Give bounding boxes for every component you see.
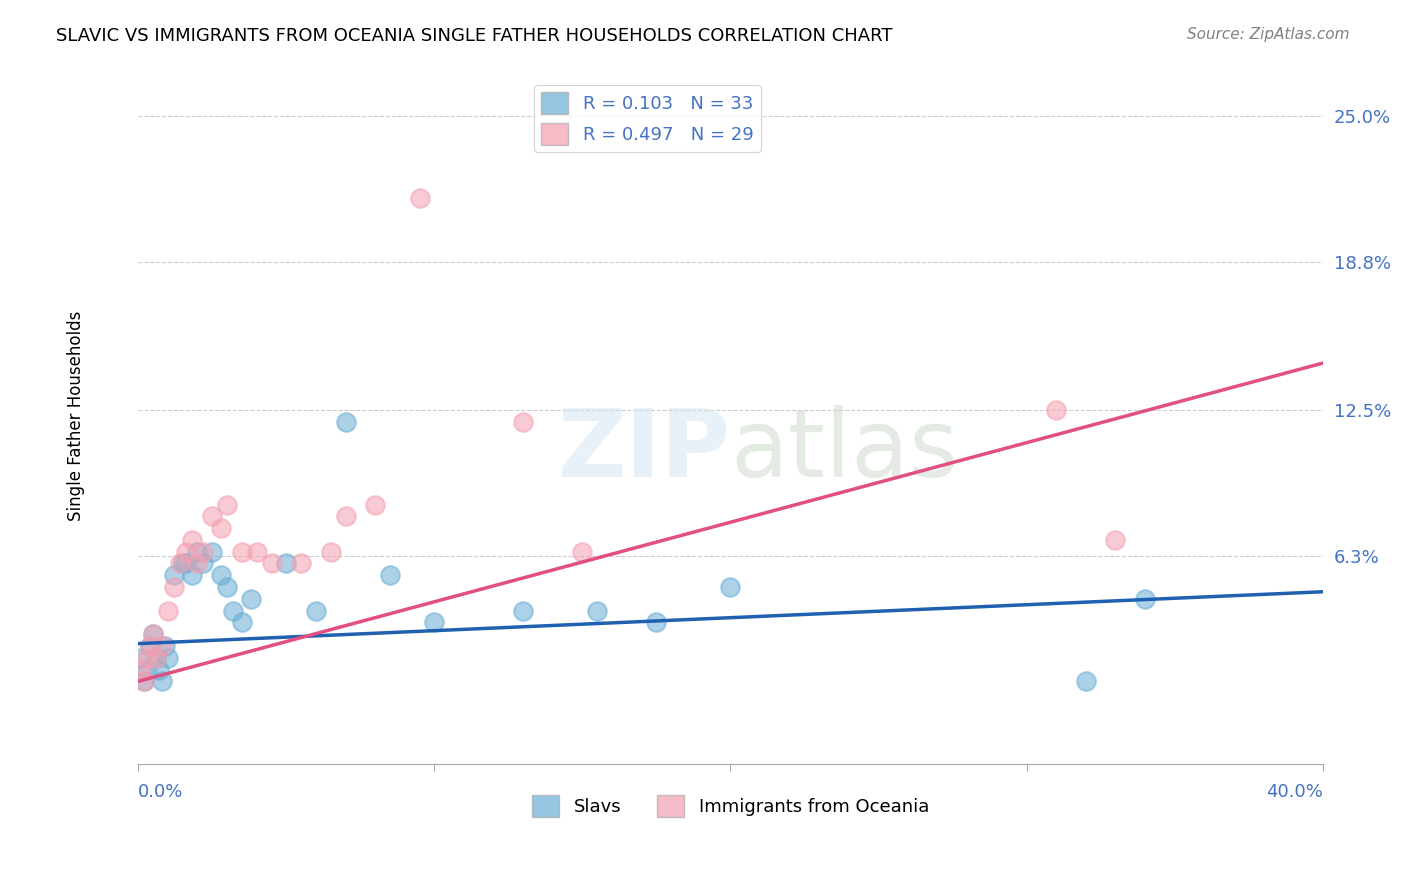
Point — [276, 557, 298, 571]
Point — [335, 509, 357, 524]
Text: 0.0%: 0.0% — [138, 782, 184, 801]
Point — [136, 663, 159, 677]
Point — [408, 191, 430, 205]
Point — [145, 650, 167, 665]
Point — [720, 580, 742, 594]
Point — [512, 415, 534, 429]
Text: Single Father Households: Single Father Households — [67, 311, 84, 521]
Text: ZIP: ZIP — [558, 405, 731, 497]
Point — [169, 557, 191, 571]
Point — [150, 639, 173, 653]
Point — [180, 533, 202, 547]
Point — [364, 498, 387, 512]
Point — [571, 544, 593, 558]
Point — [201, 509, 224, 524]
Point — [209, 521, 232, 535]
Point — [201, 544, 224, 558]
Point — [378, 568, 401, 582]
Point — [217, 498, 239, 512]
Point — [186, 544, 208, 558]
Point — [231, 615, 253, 630]
Text: atlas: atlas — [731, 405, 959, 497]
Point — [645, 615, 668, 630]
Point — [129, 663, 152, 677]
Point — [134, 674, 156, 689]
Point — [586, 604, 609, 618]
Point — [186, 557, 208, 571]
Point — [305, 604, 328, 618]
Point — [156, 604, 179, 618]
Point — [174, 544, 197, 558]
Point — [319, 544, 342, 558]
Point — [246, 544, 269, 558]
Point — [156, 650, 179, 665]
Text: SLAVIC VS IMMIGRANTS FROM OCEANIA SINGLE FATHER HOUSEHOLDS CORRELATION CHART: SLAVIC VS IMMIGRANTS FROM OCEANIA SINGLE… — [56, 27, 893, 45]
Point — [217, 580, 239, 594]
Point — [423, 615, 446, 630]
Text: 40.0%: 40.0% — [1265, 782, 1323, 801]
Point — [239, 591, 262, 606]
Point — [129, 650, 152, 665]
Point — [153, 639, 176, 653]
Point — [193, 544, 215, 558]
Point — [142, 627, 165, 641]
Point — [136, 650, 159, 665]
Point — [290, 557, 312, 571]
Point — [180, 568, 202, 582]
Point — [139, 639, 162, 653]
Point — [209, 568, 232, 582]
Point — [134, 674, 156, 689]
Point — [174, 557, 197, 571]
Point — [163, 568, 186, 582]
Point — [193, 557, 215, 571]
Text: Source: ZipAtlas.com: Source: ZipAtlas.com — [1187, 27, 1350, 42]
Legend: Slavs, Immigrants from Oceania: Slavs, Immigrants from Oceania — [524, 788, 936, 824]
Point — [145, 650, 167, 665]
Point — [222, 604, 245, 618]
Point — [512, 604, 534, 618]
Point — [1045, 403, 1067, 417]
Point — [335, 415, 357, 429]
Point — [172, 557, 194, 571]
Point — [150, 674, 173, 689]
Point — [139, 639, 162, 653]
Point — [142, 627, 165, 641]
Point — [260, 557, 283, 571]
Point — [1074, 674, 1097, 689]
Point — [1104, 533, 1126, 547]
Point — [148, 663, 170, 677]
Point — [231, 544, 253, 558]
Point — [1133, 591, 1156, 606]
Point — [163, 580, 186, 594]
